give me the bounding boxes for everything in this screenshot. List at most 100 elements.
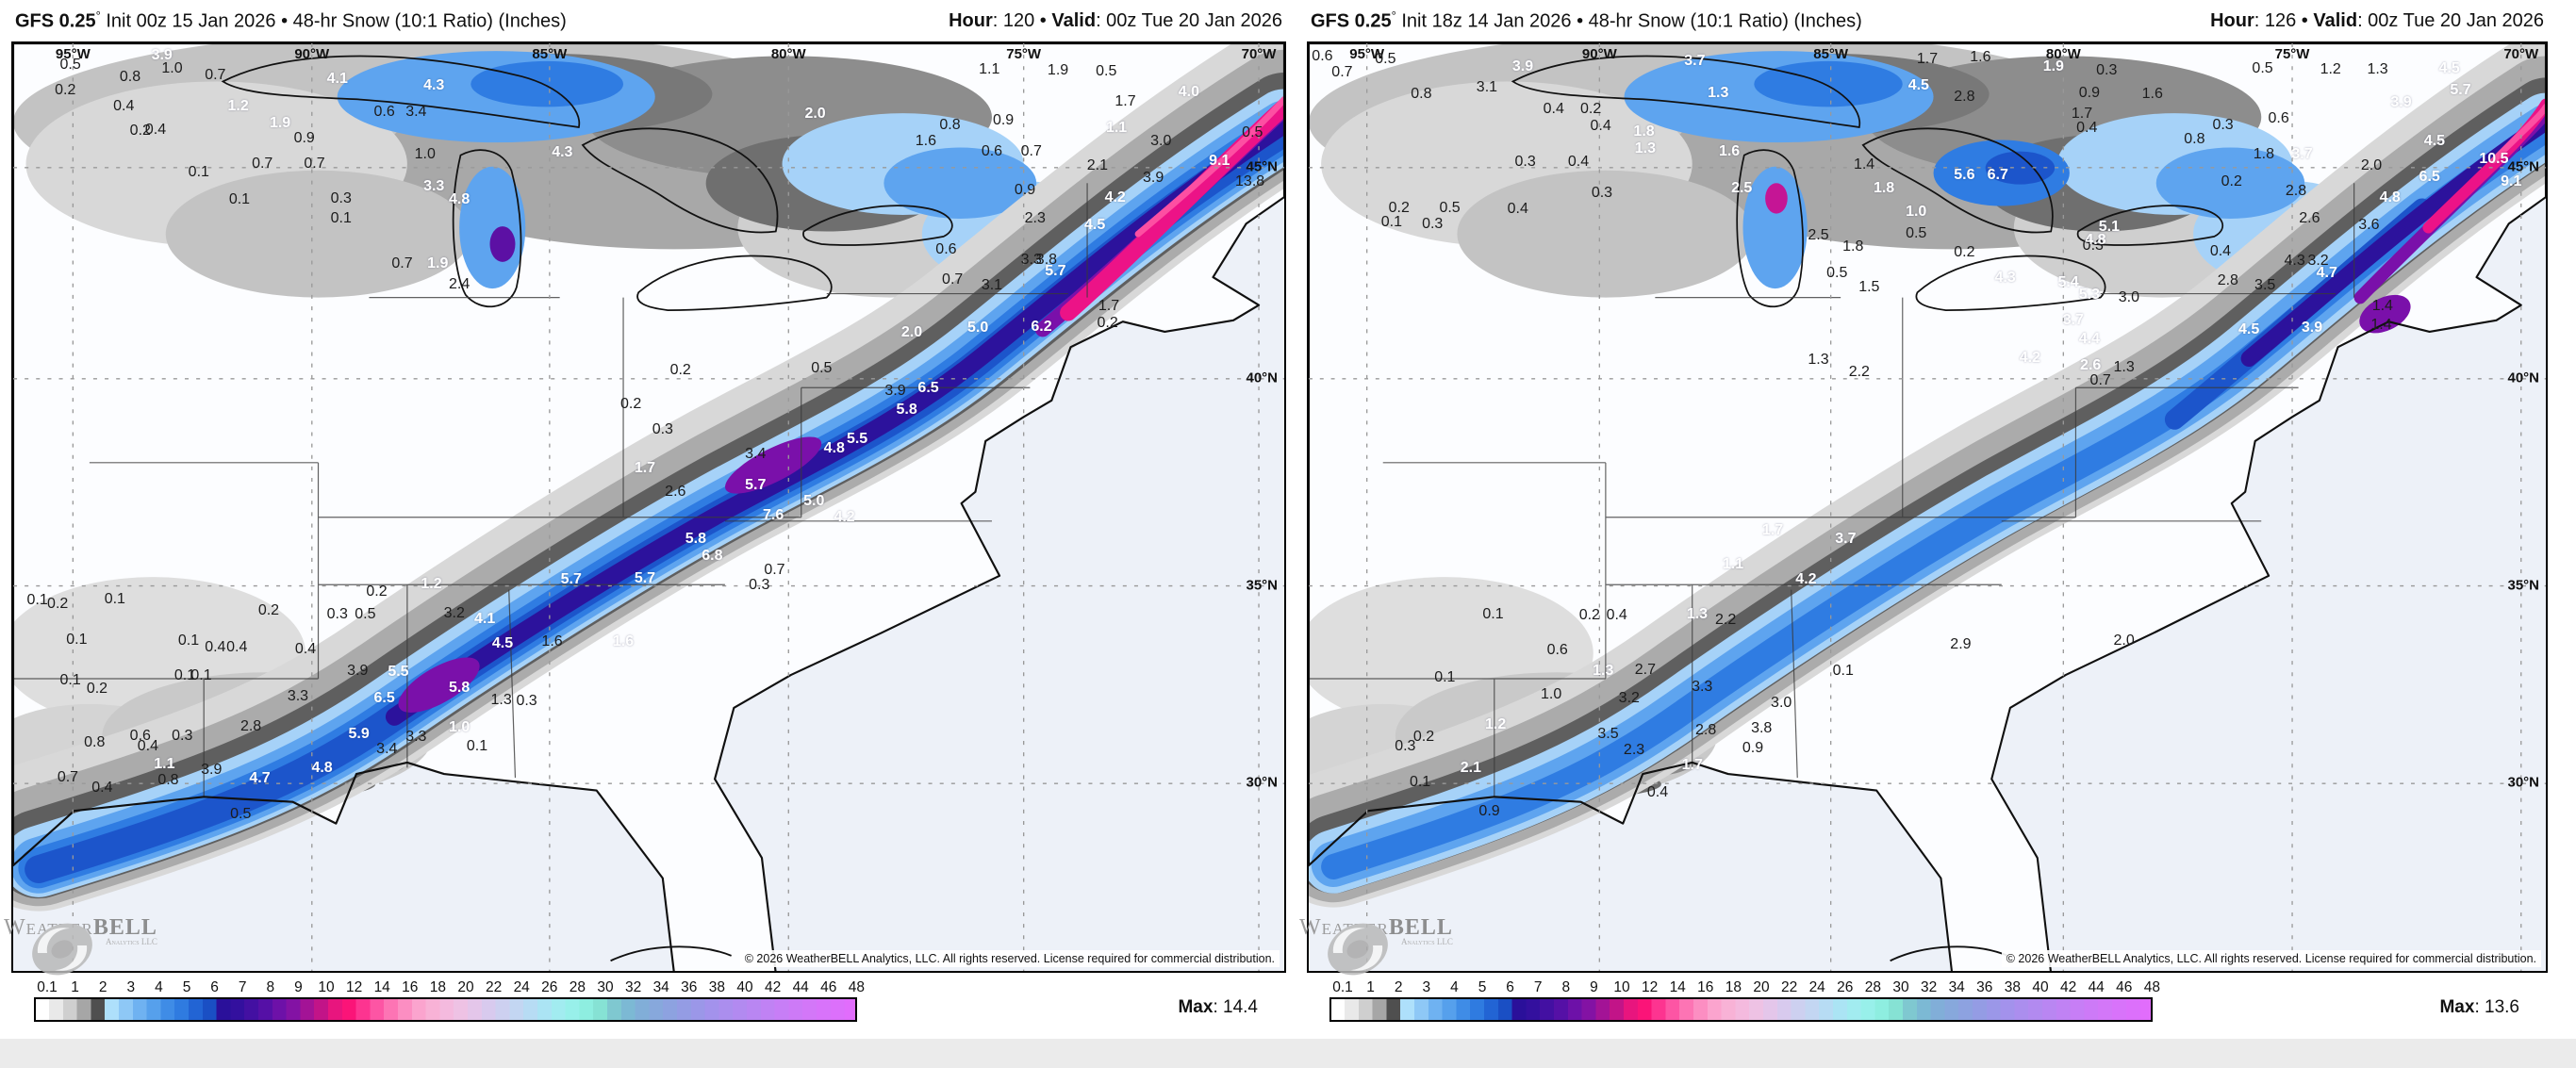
forecast-panel-right: GFS 0.25° Init 18z 14 Jan 2026 • 48-hr S… <box>1299 0 2548 1035</box>
snow-value-label: 0.9 <box>1014 182 1036 199</box>
snow-value-label: 4.0 <box>1178 84 1200 101</box>
colorbar-tick: 8 <box>266 979 275 995</box>
valid-time-title: Hour: 126 • Valid: 00z Tue 20 Jan 2026 <box>2210 10 2544 32</box>
snow-value-label: 0.7 <box>57 769 79 786</box>
colorbar-tick: 10 <box>1613 979 1630 995</box>
snow-value-label: 2.5 <box>1731 180 1753 197</box>
colorbar-tick: 42 <box>2059 979 2077 995</box>
snow-value-label: 0.5 <box>355 606 376 623</box>
coastline <box>13 43 1284 971</box>
snow-value-label: 0.5 <box>230 805 252 822</box>
hour-label: Hour <box>949 9 993 31</box>
colorbar-ticks: 0.1 1 2 3 4 5 6 7 8 9 10 12 14 16 18 20 22 24 26 28 30 32 34 36… <box>1329 978 2178 997</box>
snow-value-label: 2.2 <box>1715 612 1737 629</box>
map-graphic <box>1309 43 2546 971</box>
snow-value-label: 0.1 <box>228 191 251 208</box>
colorbar-tick: 9 <box>1590 979 1598 995</box>
snow-value-label: 0.2 <box>1388 200 1410 217</box>
snow-value-label: 0.7 <box>391 255 413 272</box>
hurricane-swirl-icon <box>32 923 92 976</box>
colorbar: 0.1 1 2 3 4 5 6 7 8 9 10 12 14 16 18 20 22 24 26 28 30 32 34 36… <box>1329 978 2178 1022</box>
colorbar-tick: 18 <box>429 979 447 995</box>
colorbar-tick: 22 <box>1780 979 1798 995</box>
snow-value-label: 0.3 <box>172 728 193 745</box>
snow-value-label: 3.2 <box>2307 253 2329 270</box>
colorbar-tick: 18 <box>1725 979 1742 995</box>
snow-value-label: 0.2 <box>257 602 280 619</box>
snow-value-label: 0.8 <box>939 116 961 133</box>
snow-value-label: 1.8 <box>1633 123 1655 140</box>
cuba-coastline <box>1890 945 2008 962</box>
valid-value: : 00z Tue 20 Jan 2026 <box>2357 9 2544 31</box>
longitude-label: 80°W <box>2045 46 2081 62</box>
snow-value-label: 2.8 <box>2285 183 2307 200</box>
snow-value-label: 2.8 <box>1695 722 1717 739</box>
snow-value-label: 1.3 <box>1808 351 1829 368</box>
snow-value-label: 5.8 <box>685 531 706 548</box>
latitude-label: 30°N <box>1246 774 1278 791</box>
logo-subtitle: Analytics LLC <box>1401 937 1453 946</box>
snow-value-label: 0.6 <box>935 241 957 258</box>
snow-value-label: 6.2 <box>1031 319 1052 336</box>
logo-bell: BELL <box>92 915 157 940</box>
colorbar-tick: 28 <box>1864 979 1882 995</box>
longitude-label: 70°W <box>2503 46 2539 62</box>
latitude-label: 45°N <box>1246 158 1278 175</box>
snow-value-label: 5.7 <box>2450 82 2471 99</box>
state-borders <box>1309 183 2355 797</box>
colorbar-tick: 2 <box>1394 979 1403 995</box>
snow-value-label: 0.8 <box>84 733 106 750</box>
snow-value-label: 0.3 <box>1591 185 1613 202</box>
colorbar-tick: 44 <box>2088 979 2105 995</box>
snow-value-label: 0.2 <box>620 395 642 412</box>
colorbar-tick: 4 <box>1450 979 1459 995</box>
snow-value-label: 2.0 <box>2360 156 2383 173</box>
snow-value-label: 0.7 <box>2089 372 2111 389</box>
longitude-label: 80°W <box>770 46 806 62</box>
colorbar-tick: 1 <box>1366 979 1375 995</box>
longitude-label: 95°W <box>55 46 91 62</box>
colorbar-tick: 32 <box>1920 979 1938 995</box>
snow-value-label: 0.2 <box>1580 100 1602 117</box>
max-value-readout: Max: 13.6 <box>2439 997 2519 1017</box>
colorbar-tick: 30 <box>597 979 614 995</box>
snow-band <box>13 43 1284 912</box>
snow-value-label: 0.9 <box>2078 85 2100 102</box>
snow-value-label: 5.3 <box>2078 286 2100 303</box>
colorbar-tick: 24 <box>513 979 530 995</box>
latitude-label: 35°N <box>2507 577 2539 594</box>
snow-value-label: 0.3 <box>2212 116 2234 133</box>
snow-value-label: 0.4 <box>91 780 113 797</box>
colorbar-tick: 26 <box>541 979 558 995</box>
snow-value-label: 0.4 <box>1543 100 1564 117</box>
snow-value-label: 0.6 <box>129 728 151 745</box>
snow-value-label: 3.8 <box>1035 252 1058 269</box>
colorbar-tick: 24 <box>1808 979 1825 995</box>
longitude-label: 95°W <box>1349 46 1385 62</box>
legend-row: 0.1 1 2 3 4 5 6 7 8 9 10 12 14 16 18 20 22 24 26 28 30 32 34 36… <box>1307 973 2548 1035</box>
colorbar-tick: 46 <box>820 979 837 995</box>
snow-value-label: 0.5 <box>2252 59 2273 76</box>
colorbar-tick: 20 <box>1753 979 1770 995</box>
colorbar-tick: 0.1 <box>37 979 58 995</box>
snow-value-label: 1.4 <box>2370 317 2392 334</box>
snow-value-label: 1.3 <box>2367 60 2388 77</box>
colorbar-tick: 14 <box>1669 979 1686 995</box>
snow-value-label: 0.1 <box>26 592 48 609</box>
snow-value-label: 1.7 <box>2071 105 2093 122</box>
snow-value-label: 4.3 <box>2284 253 2305 270</box>
colorbar-tick: 34 <box>1948 979 1965 995</box>
snow-value-label: 3.7 <box>1684 52 1706 69</box>
snow-value-label: 3.9 <box>151 46 173 63</box>
snow-value-label: 3.7 <box>2062 312 2084 329</box>
snow-value-label: 1.2 <box>2320 60 2341 77</box>
snow-value-label: 0.4 <box>226 638 248 655</box>
snow-value-label: 3.1 <box>981 276 1003 293</box>
snow-value-label: 0.4 <box>205 638 226 655</box>
run-description: Init 18z 14 Jan 2026 • 48-hr Snow (10:1 … <box>1395 10 1862 32</box>
hour-value: : 120 • <box>992 9 1052 31</box>
snow-value-label: 1.3 <box>1708 85 1729 102</box>
snow-value-label: 4.5 <box>1084 216 1106 233</box>
snow-value-label: 3.7 <box>1835 531 1857 548</box>
snow-value-label: 4.8 <box>449 191 471 208</box>
